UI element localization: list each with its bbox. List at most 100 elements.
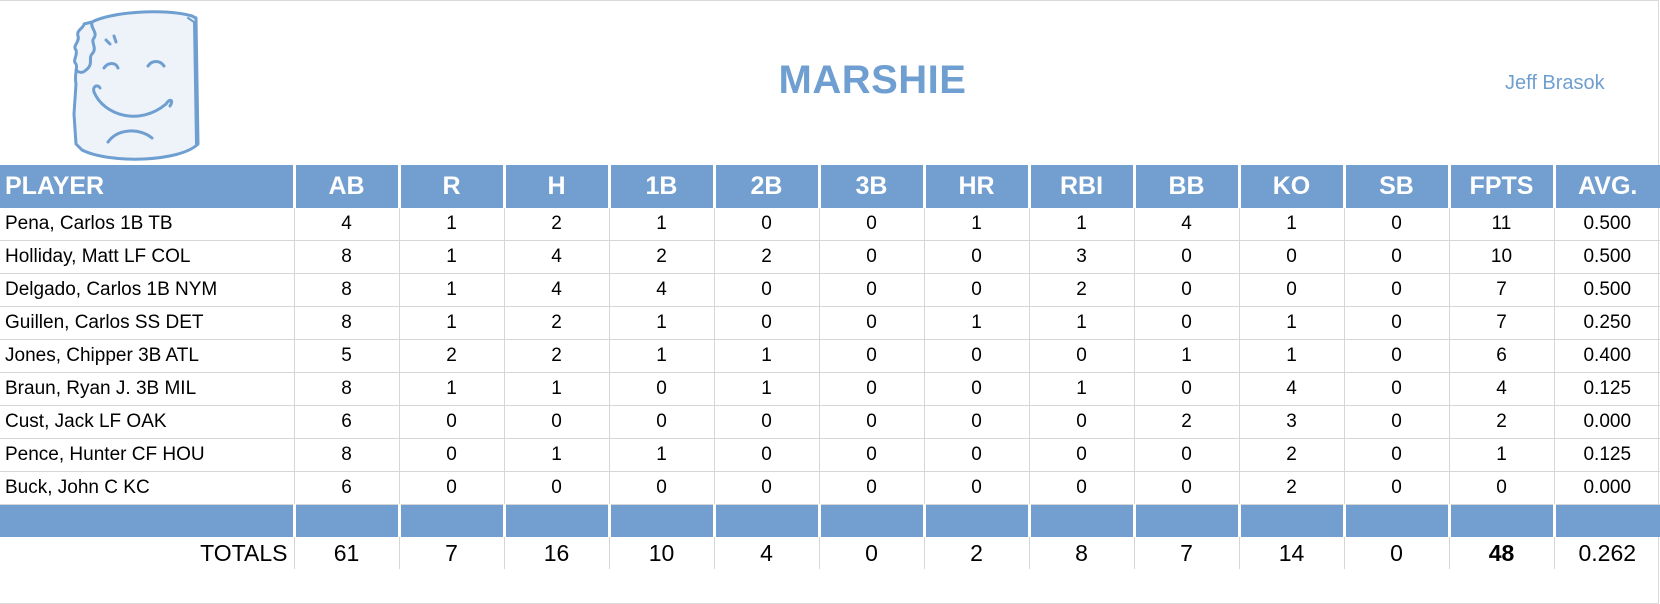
spacer-cell — [502, 504, 609, 537]
stat-cell: 0 — [1133, 471, 1239, 505]
total-cell: 14 — [1238, 537, 1344, 569]
stat-cell: 1 — [503, 438, 609, 472]
stat-cell: 3 — [1238, 405, 1344, 439]
column-header: RBI — [1027, 165, 1134, 208]
table-row: Pence, Hunter CF HOU 8 0 1 1 0 0 0 0 0 2 0 1 0.125 — [0, 438, 1660, 472]
stat-cell: 5 — [293, 339, 399, 373]
stat-cell: 2 — [398, 339, 504, 373]
stat-cell: 2 — [608, 240, 714, 274]
stat-cell: 3 — [1028, 240, 1134, 274]
stat-cell: 0 — [713, 405, 819, 439]
stat-cell: 0 — [1343, 339, 1449, 373]
stat-cell: 1 — [1238, 306, 1344, 340]
spacer-cell — [1132, 504, 1239, 537]
stat-cell: 2 — [503, 306, 609, 340]
stat-cell: 0 — [398, 471, 504, 505]
column-header: SB — [1342, 165, 1449, 208]
spacer-cell — [1342, 504, 1449, 537]
stat-cell: 11 — [1448, 208, 1554, 241]
totals-label: TOTALS — [200, 539, 288, 566]
stat-cell: 0 — [1238, 273, 1344, 307]
table-row: Pena, Carlos 1B TB 4 1 2 1 0 0 1 1 4 1 0 11 0.500 — [0, 208, 1660, 241]
stat-cell: 1 — [398, 208, 504, 241]
page-title: MARSHIE — [778, 58, 967, 102]
stat-cell: 0 — [713, 208, 819, 241]
totals-row: TOTALS 61 7 16 10 4 0 2 8 7 14 0 48 0.262 — [0, 537, 1660, 569]
team-owner: Jeff Brasok — [1505, 72, 1605, 94]
stat-cell: 4 — [503, 240, 609, 274]
stat-cell: 0 — [1028, 405, 1134, 439]
stat-cell: 0 — [1343, 273, 1449, 307]
stat-cell: 0 — [608, 405, 714, 439]
stat-cell: 1 — [608, 208, 714, 241]
stat-cell: 1 — [923, 208, 1029, 241]
stat-cell: 1 — [608, 438, 714, 472]
stat-cell: 4 — [608, 273, 714, 307]
stat-cell: 0 — [923, 372, 1029, 406]
stat-cell: 0 — [608, 372, 714, 406]
stat-cell: 4 — [1238, 372, 1344, 406]
stat-cell: 1 — [1238, 339, 1344, 373]
stat-cell: 0 — [398, 405, 504, 439]
column-header: 1B — [607, 165, 714, 208]
stat-cell: 0 — [818, 273, 924, 307]
stat-cell: 2 — [1238, 438, 1344, 472]
stat-cell: 0.500 — [1553, 208, 1660, 241]
table-row: Holliday, Matt LF COL 8 1 4 2 2 0 0 3 0 0 0 10 0.500 — [0, 240, 1660, 274]
stat-cell: 0 — [1343, 471, 1449, 505]
stat-cell: 0 — [1028, 339, 1134, 373]
column-header: HR — [922, 165, 1029, 208]
table-row: Guillen, Carlos SS DET 8 1 2 1 0 0 1 1 0 1 0 7 0.250 — [0, 306, 1660, 340]
stat-cell: 0 — [818, 208, 924, 241]
stat-cell: 0.125 — [1553, 372, 1660, 406]
stat-cell: 0 — [923, 273, 1029, 307]
stat-cell: 0 — [1343, 208, 1449, 241]
stat-cell: 0 — [818, 405, 924, 439]
player-stats-table: PLAYER AB R H 1B 2B 3B HR RBI BB KO SB FPTS AVG. Pena… — [0, 165, 1660, 569]
spacer-cell — [1447, 504, 1554, 537]
stat-cell: 6 — [1448, 339, 1554, 373]
spacer-cell — [292, 504, 399, 537]
stat-cell: 4 — [1448, 372, 1554, 406]
stat-cell: 1 — [923, 306, 1029, 340]
table-row: Braun, Ryan J. 3B MIL 8 1 1 0 1 0 0 1 0 4 0 4 0.125 — [0, 372, 1660, 406]
stat-cell: 0 — [1133, 306, 1239, 340]
column-header: R — [397, 165, 504, 208]
stat-cell: 0 — [713, 306, 819, 340]
stat-cell: 0.125 — [1553, 438, 1660, 472]
stat-cell: 1 — [1448, 438, 1554, 472]
stat-cell: 1 — [608, 306, 714, 340]
stat-cell: 1 — [398, 240, 504, 274]
stat-cell: 0.500 — [1553, 240, 1660, 274]
stat-cell: 0.250 — [1553, 306, 1660, 340]
stat-cell: 0 — [1343, 372, 1449, 406]
stat-cell: 0 — [923, 240, 1029, 274]
column-header: FPTS — [1447, 165, 1554, 208]
stat-cell: 1 — [713, 339, 819, 373]
stat-cell: 0 — [1343, 405, 1449, 439]
stat-cell: 1 — [1028, 208, 1134, 241]
player-name-cell: Holliday, Matt LF COL — [0, 240, 294, 274]
table-row: Delgado, Carlos 1B NYM 8 1 4 4 0 0 0 2 0 0 0 7 0.500 — [0, 273, 1660, 307]
stat-cell: 0 — [1133, 438, 1239, 472]
stat-cell: 0 — [818, 339, 924, 373]
stat-cell: 1 — [1028, 372, 1134, 406]
stat-cell: 0.500 — [1553, 273, 1660, 307]
player-name-cell: Pena, Carlos 1B TB — [0, 208, 294, 241]
stat-cell: 1 — [713, 372, 819, 406]
stat-cell: 8 — [293, 438, 399, 472]
stat-cell: 7 — [1448, 273, 1554, 307]
total-cell: 4 — [713, 537, 819, 569]
stat-cell: 8 — [293, 306, 399, 340]
spacer-cell — [817, 504, 924, 537]
stat-cell: 7 — [1448, 306, 1554, 340]
stat-cell: 4 — [1133, 208, 1239, 241]
stat-cell: 0 — [923, 471, 1029, 505]
column-header: BB — [1132, 165, 1239, 208]
spacer-cell — [0, 504, 294, 537]
stat-cell: 0 — [923, 339, 1029, 373]
stat-cell: 0 — [713, 438, 819, 472]
player-name-cell: Guillen, Carlos SS DET — [0, 306, 294, 340]
stat-cell: 0 — [818, 471, 924, 505]
total-cell: 0 — [1343, 537, 1449, 569]
